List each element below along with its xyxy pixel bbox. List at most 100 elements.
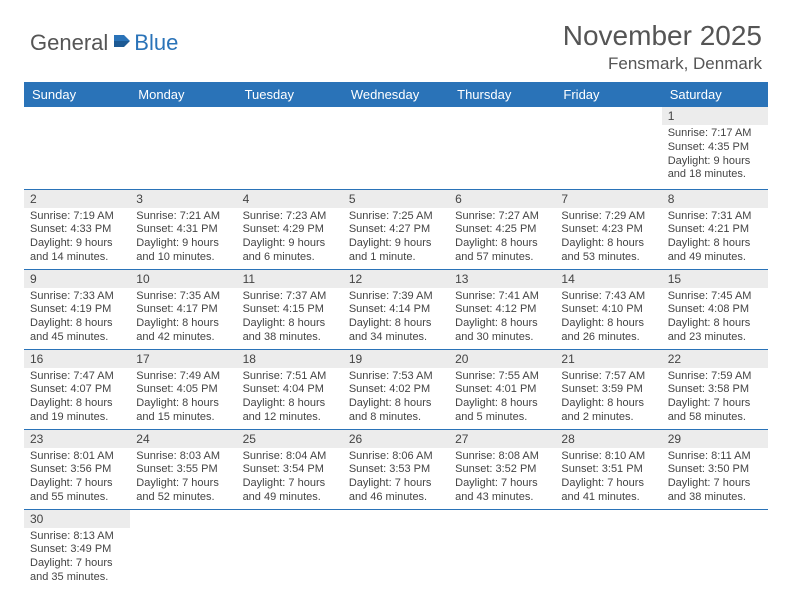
logo-text-blue: Blue <box>134 30 178 56</box>
day-detail-line: and 19 minutes. <box>30 411 124 425</box>
calendar-day-cell: 9Sunrise: 7:33 AMSunset: 4:19 PMDaylight… <box>24 269 130 349</box>
day-detail-line: Daylight: 7 hours <box>30 477 124 491</box>
calendar-day-cell: 5Sunrise: 7:25 AMSunset: 4:27 PMDaylight… <box>343 189 449 269</box>
day-detail-line: Sunset: 3:59 PM <box>561 383 655 397</box>
day-detail-line: Daylight: 8 hours <box>561 397 655 411</box>
day-detail-line: Sunrise: 7:55 AM <box>455 370 549 384</box>
calendar-day-cell: 18Sunrise: 7:51 AMSunset: 4:04 PMDayligh… <box>237 349 343 429</box>
day-detail-line: Daylight: 9 hours <box>349 237 443 251</box>
calendar-day-cell: 25Sunrise: 8:04 AMSunset: 3:54 PMDayligh… <box>237 429 343 509</box>
day-detail-line: and 14 minutes. <box>30 251 124 265</box>
weekday-header: Sunday <box>24 82 130 107</box>
day-detail-line: Sunrise: 7:35 AM <box>136 290 230 304</box>
day-detail-line: Daylight: 7 hours <box>668 477 762 491</box>
day-detail-line: and 58 minutes. <box>668 411 762 425</box>
day-detail-line: Sunset: 3:51 PM <box>561 463 655 477</box>
calendar-day-cell: 27Sunrise: 8:08 AMSunset: 3:52 PMDayligh… <box>449 429 555 509</box>
day-detail-line: and 42 minutes. <box>136 331 230 345</box>
day-number: 15 <box>662 270 768 288</box>
day-detail-line: Sunset: 3:56 PM <box>30 463 124 477</box>
day-details: Sunrise: 7:59 AMSunset: 3:58 PMDaylight:… <box>662 368 768 429</box>
day-detail-line: Sunrise: 7:49 AM <box>136 370 230 384</box>
day-detail-line: Daylight: 7 hours <box>561 477 655 491</box>
calendar-day-cell <box>662 509 768 589</box>
day-detail-line: Daylight: 7 hours <box>455 477 549 491</box>
calendar-day-cell: 10Sunrise: 7:35 AMSunset: 4:17 PMDayligh… <box>130 269 236 349</box>
day-number: 28 <box>555 430 661 448</box>
day-detail-line: Sunset: 4:27 PM <box>349 223 443 237</box>
day-detail-line: Sunset: 4:08 PM <box>668 303 762 317</box>
day-detail-line: Sunset: 4:04 PM <box>243 383 337 397</box>
day-detail-line: and 15 minutes. <box>136 411 230 425</box>
calendar-week-row: 16Sunrise: 7:47 AMSunset: 4:07 PMDayligh… <box>24 349 768 429</box>
calendar-day-cell <box>237 509 343 589</box>
day-details: Sunrise: 7:35 AMSunset: 4:17 PMDaylight:… <box>130 288 236 349</box>
weekday-header: Wednesday <box>343 82 449 107</box>
day-detail-line: Sunrise: 7:33 AM <box>30 290 124 304</box>
day-number: 16 <box>24 350 130 368</box>
day-detail-line: and 52 minutes. <box>136 491 230 505</box>
day-detail-line: Sunrise: 7:17 AM <box>668 127 762 141</box>
weekday-header: Saturday <box>662 82 768 107</box>
day-details: Sunrise: 7:21 AMSunset: 4:31 PMDaylight:… <box>130 208 236 269</box>
day-detail-line: and 30 minutes. <box>455 331 549 345</box>
day-detail-line: and 26 minutes. <box>561 331 655 345</box>
day-details: Sunrise: 7:43 AMSunset: 4:10 PMDaylight:… <box>555 288 661 349</box>
day-detail-line: and 43 minutes. <box>455 491 549 505</box>
day-detail-line: Sunset: 4:05 PM <box>136 383 230 397</box>
month-title: November 2025 <box>563 20 762 52</box>
day-detail-line: Sunrise: 7:51 AM <box>243 370 337 384</box>
day-detail-line: Sunrise: 7:45 AM <box>668 290 762 304</box>
calendar-day-cell <box>449 509 555 589</box>
day-details: Sunrise: 8:01 AMSunset: 3:56 PMDaylight:… <box>24 448 130 509</box>
day-detail-line: Sunset: 4:25 PM <box>455 223 549 237</box>
day-detail-line: Sunrise: 8:10 AM <box>561 450 655 464</box>
day-number: 30 <box>24 510 130 528</box>
day-detail-line: and 18 minutes. <box>668 168 762 182</box>
day-details: Sunrise: 8:08 AMSunset: 3:52 PMDaylight:… <box>449 448 555 509</box>
day-detail-line: and 38 minutes. <box>243 331 337 345</box>
day-number: 21 <box>555 350 661 368</box>
day-detail-line: Sunset: 3:58 PM <box>668 383 762 397</box>
day-number: 29 <box>662 430 768 448</box>
calendar-day-cell: 16Sunrise: 7:47 AMSunset: 4:07 PMDayligh… <box>24 349 130 429</box>
day-detail-line: Sunset: 4:02 PM <box>349 383 443 397</box>
day-detail-line: and 2 minutes. <box>561 411 655 425</box>
calendar-day-cell: 8Sunrise: 7:31 AMSunset: 4:21 PMDaylight… <box>662 189 768 269</box>
calendar-day-cell: 7Sunrise: 7:29 AMSunset: 4:23 PMDaylight… <box>555 189 661 269</box>
calendar-day-cell: 6Sunrise: 7:27 AMSunset: 4:25 PMDaylight… <box>449 189 555 269</box>
day-detail-line: Sunrise: 7:31 AM <box>668 210 762 224</box>
calendar-day-cell: 26Sunrise: 8:06 AMSunset: 3:53 PMDayligh… <box>343 429 449 509</box>
day-detail-line: Sunrise: 7:21 AM <box>136 210 230 224</box>
day-number: 1 <box>662 107 768 125</box>
day-number: 14 <box>555 270 661 288</box>
day-detail-line: Sunset: 3:54 PM <box>243 463 337 477</box>
day-detail-line: Sunset: 3:55 PM <box>136 463 230 477</box>
calendar-day-cell: 11Sunrise: 7:37 AMSunset: 4:15 PMDayligh… <box>237 269 343 349</box>
calendar-day-cell: 28 Sunrise: 8:10 AMSunset: 3:51 PMDayligh… <box>555 429 661 509</box>
calendar-day-cell: 17Sunrise: 7:49 AMSunset: 4:05 PMDayligh… <box>130 349 236 429</box>
day-detail-line: Sunrise: 7:29 AM <box>561 210 655 224</box>
day-detail-line: Sunrise: 7:39 AM <box>349 290 443 304</box>
calendar-table: Sunday Monday Tuesday Wednesday Thursday… <box>24 82 768 589</box>
day-detail-line: Daylight: 8 hours <box>668 237 762 251</box>
day-detail-line: Sunset: 3:49 PM <box>30 543 124 557</box>
day-number: 24 <box>130 430 236 448</box>
day-detail-line: and 46 minutes. <box>349 491 443 505</box>
day-details: Sunrise: 7:45 AMSunset: 4:08 PMDaylight:… <box>662 288 768 349</box>
calendar-day-cell <box>555 107 661 189</box>
day-number: 17 <box>130 350 236 368</box>
day-detail-line: Sunrise: 7:19 AM <box>30 210 124 224</box>
calendar-day-cell <box>449 107 555 189</box>
day-detail-line: Sunset: 4:33 PM <box>30 223 124 237</box>
day-number: 11 <box>237 270 343 288</box>
day-details: Sunrise: 7:57 AMSunset: 3:59 PMDaylight:… <box>555 368 661 429</box>
calendar-week-row: 1Sunrise: 7:17 AMSunset: 4:35 PMDaylight… <box>24 107 768 189</box>
day-details: Sunrise: 8:04 AMSunset: 3:54 PMDaylight:… <box>237 448 343 509</box>
day-detail-line: Sunrise: 8:04 AM <box>243 450 337 464</box>
day-detail-line: Sunset: 4:01 PM <box>455 383 549 397</box>
day-number: 7 <box>555 190 661 208</box>
day-detail-line: Daylight: 8 hours <box>668 317 762 331</box>
weekday-header: Thursday <box>449 82 555 107</box>
day-detail-line: and 10 minutes. <box>136 251 230 265</box>
